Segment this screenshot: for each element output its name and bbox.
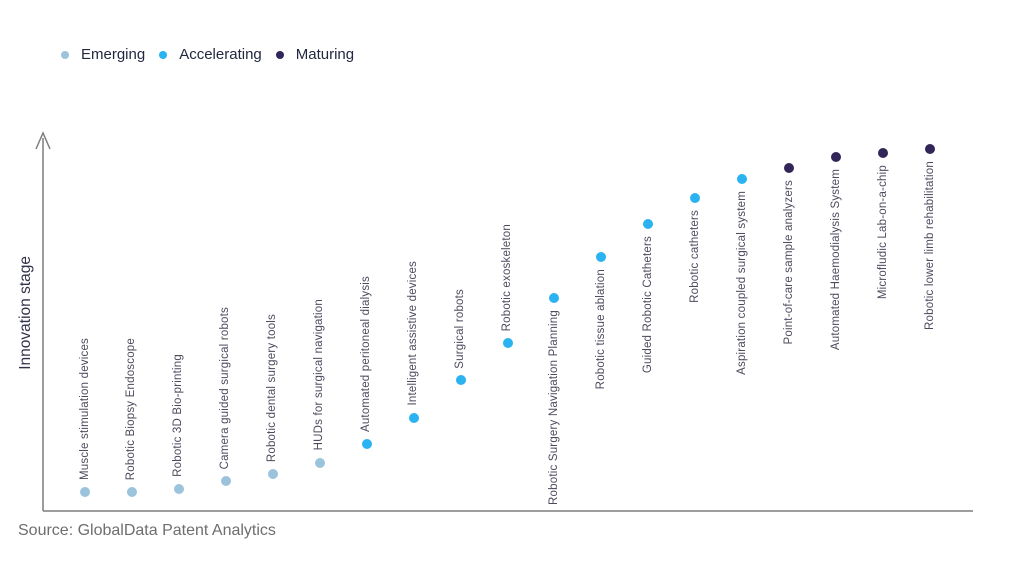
point-label: Robotic exoskeleton — [501, 223, 513, 332]
data-point-dot — [737, 174, 748, 185]
data-point-dot — [831, 151, 842, 162]
legend-item-maturing: Maturing — [275, 46, 355, 63]
point-label: Microfludic Lab-on-a-chip — [876, 164, 889, 300]
point-label: Robotic Surgery Navigation Planning — [547, 310, 560, 506]
y-axis-title: Innovation stage — [17, 256, 34, 370]
point-label: Aspiration coupled surgical system — [735, 191, 748, 375]
data-point-dot — [878, 147, 889, 158]
y-axis-arrow-icon — [35, 131, 51, 150]
data-point-dot — [361, 438, 372, 449]
legend-label-maturing: Maturing — [295, 46, 355, 63]
data-point-dot — [690, 192, 701, 203]
point-label: Robotic catheters — [688, 209, 701, 303]
point-label: Robotic dental surgery tools — [266, 313, 279, 462]
data-point-dot — [267, 468, 278, 479]
legend-label-emerging: Emerging — [81, 46, 146, 63]
data-point-dot — [314, 457, 325, 468]
data-point-dot — [173, 483, 184, 494]
point-label: Surgical robots — [454, 288, 467, 369]
point-label: Robotic lower limb rehabilitation — [923, 161, 936, 331]
point-label: Robotic 3D Bio-printing — [172, 353, 185, 477]
data-point-dot — [80, 487, 90, 498]
data-point-dot — [220, 476, 231, 487]
point-label: Robotic Biopsy Endoscope — [125, 338, 138, 481]
point-label: HUDs for surgical navigation — [313, 299, 326, 451]
legend-label-accelerating: Accelerating — [179, 46, 262, 63]
point-label: Point-of-care sample analyzers — [782, 179, 795, 345]
emerging-dot-icon — [61, 50, 69, 59]
data-point-dot — [455, 375, 466, 386]
point-label: Intelligent assistive devices — [407, 261, 420, 406]
accelerating-dot-icon — [159, 50, 168, 59]
point-label: Camera guided surgical robots — [219, 306, 232, 470]
source-note: Source: GlobalData Patent Analytics — [18, 522, 276, 539]
point-label: Muscle stimulation devices — [78, 338, 91, 481]
data-point-dot — [596, 252, 607, 263]
data-point-dot — [408, 412, 419, 423]
legend: Emerging Accelerating Maturing — [61, 46, 354, 63]
legend-item-emerging: Emerging — [61, 46, 145, 63]
data-point-dot — [549, 293, 560, 304]
point-label: Robotic tissue ablation — [594, 269, 607, 390]
point-label: Guided Robotic Catheters — [641, 235, 654, 373]
data-point-dot — [502, 338, 513, 349]
data-point-dot — [925, 144, 935, 155]
legend-item-accelerating: Accelerating — [159, 46, 262, 63]
point-label: Automated peritoneal dialysis — [360, 275, 373, 432]
maturing-dot-icon — [275, 50, 284, 59]
data-point-dot — [126, 487, 137, 498]
data-point-dot — [643, 218, 654, 229]
point-label: Automated Haemodialysis System — [829, 168, 842, 350]
data-point-dot — [784, 162, 795, 173]
